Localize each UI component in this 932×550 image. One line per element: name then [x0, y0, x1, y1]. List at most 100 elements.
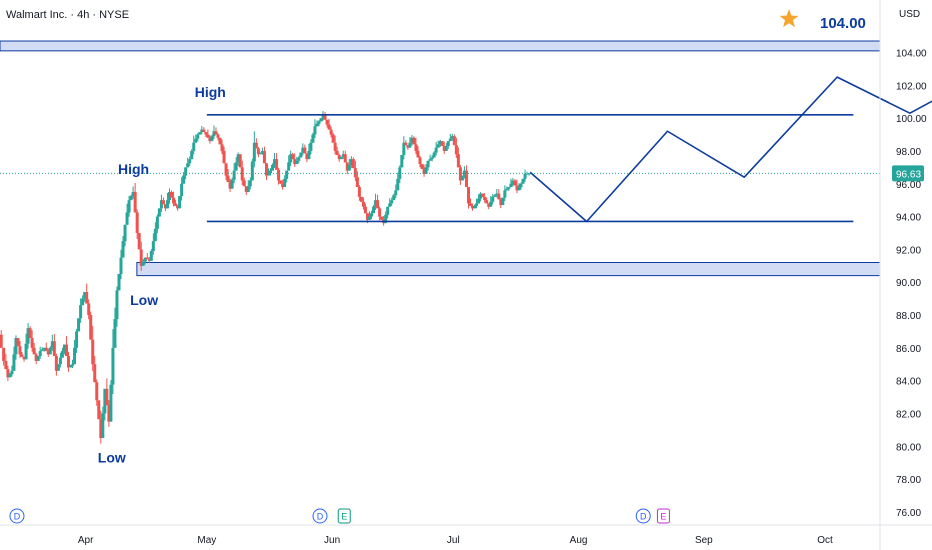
candle [153, 222, 157, 242]
candle [281, 179, 285, 190]
candle [2, 347, 6, 366]
candle [464, 165, 468, 188]
candle [501, 197, 505, 206]
candle [14, 335, 18, 360]
candle-body [283, 178, 287, 188]
candle [521, 178, 525, 184]
candle [424, 164, 428, 174]
candle-body [319, 118, 323, 122]
candle [511, 177, 515, 187]
candle-body [287, 162, 291, 171]
candle-body [422, 168, 426, 174]
candle-body [18, 346, 22, 355]
candle-body [323, 114, 327, 120]
candle [410, 134, 414, 146]
candle [89, 311, 93, 340]
candle [186, 157, 190, 168]
candle-body [69, 365, 73, 368]
candle [370, 210, 374, 220]
candle [163, 204, 167, 212]
candle-body [198, 132, 202, 135]
candle-body [410, 137, 414, 143]
candle-body [495, 193, 499, 196]
candle [408, 136, 412, 148]
candle-body [428, 159, 432, 161]
candle [513, 179, 517, 186]
candle [8, 372, 12, 378]
candle [355, 171, 359, 188]
candle-body [388, 203, 392, 207]
candle [20, 351, 24, 357]
candle [479, 192, 483, 202]
candle-body [238, 154, 242, 168]
candle [56, 364, 60, 371]
earnings-marker: E [337, 508, 351, 524]
candle [93, 355, 97, 383]
candle [325, 119, 329, 128]
candle-body [46, 351, 50, 355]
candle-body [14, 337, 18, 355]
candle-body [20, 354, 24, 357]
candle [305, 153, 309, 163]
candle [335, 146, 339, 156]
candle-body [361, 201, 365, 207]
candle-body [260, 150, 264, 153]
candle-body [234, 162, 238, 171]
candle-body [420, 164, 424, 169]
candle-body [44, 347, 48, 352]
candle-body [50, 341, 54, 348]
candle [81, 295, 85, 306]
annotation-label: Low [130, 292, 158, 308]
time-axis[interactable]: Apr May Jun Jul Aug Sep Oct [78, 535, 833, 546]
candle [313, 119, 317, 139]
candle [194, 134, 198, 143]
candle [311, 132, 315, 143]
candle [262, 146, 266, 164]
candle [515, 179, 519, 194]
price-tick-label: 104.00 [896, 49, 927, 60]
candle [517, 183, 521, 191]
upper-zone-rect [0, 40, 881, 52]
candle-body [299, 152, 303, 158]
candle [135, 209, 139, 239]
candle [6, 365, 10, 381]
candle-body [291, 154, 295, 160]
candle [428, 154, 432, 161]
candle-body [190, 150, 194, 160]
candle [343, 150, 347, 163]
candle-body [121, 241, 125, 258]
candle-body [489, 201, 493, 207]
candle-body [145, 257, 149, 260]
candle [414, 137, 418, 155]
candle-body [501, 197, 505, 206]
candle-body [466, 187, 470, 204]
candle [420, 164, 424, 169]
candle [446, 141, 450, 149]
candle [374, 193, 378, 210]
candle-body [442, 146, 446, 151]
candle [448, 133, 452, 142]
annotations-layer: High High Low Low 104.00 [98, 9, 932, 466]
candle [212, 125, 216, 140]
candle [167, 188, 171, 204]
candle [101, 406, 105, 439]
candle [497, 189, 501, 200]
candle [202, 127, 206, 133]
candle [36, 356, 40, 361]
candle [246, 180, 250, 192]
candle [345, 162, 349, 175]
candle-body [250, 161, 254, 181]
candle [117, 273, 121, 291]
candle [412, 136, 416, 145]
zones-layer [0, 40, 881, 277]
projection-path [529, 76, 932, 223]
candle-body [392, 195, 396, 201]
candle [141, 258, 145, 266]
candle [430, 155, 434, 162]
candle-body [499, 199, 503, 206]
candle [230, 177, 234, 189]
candle-body [22, 356, 26, 360]
candle-body [473, 205, 477, 209]
